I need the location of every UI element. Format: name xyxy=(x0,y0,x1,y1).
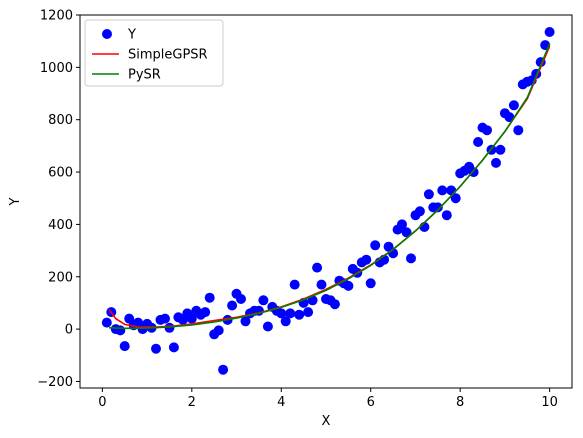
plot-area xyxy=(101,27,555,375)
data-point-y-39 xyxy=(276,308,287,319)
y-tick-label: 200 xyxy=(48,270,73,285)
data-point-y-23 xyxy=(204,292,215,303)
legend-label-pysr: PySR xyxy=(128,68,161,83)
x-tick-label: 6 xyxy=(367,395,375,410)
x-tick-label: 4 xyxy=(277,395,285,410)
data-point-y-87 xyxy=(491,157,501,168)
data-point-y-31 xyxy=(240,316,251,327)
data-point-y-40 xyxy=(280,316,291,327)
data-point-y-68 xyxy=(406,253,416,264)
data-point-y-92 xyxy=(513,125,524,136)
data-point-y-51 xyxy=(329,299,340,310)
data-point-y-85 xyxy=(482,125,492,136)
data-point-y-42 xyxy=(289,279,300,290)
data-point-y-25 xyxy=(213,325,224,336)
data-point-y-70 xyxy=(414,206,425,217)
data-point-y-35 xyxy=(258,295,269,306)
data-point-y-26 xyxy=(218,364,229,375)
y-tick-label: 1000 xyxy=(40,61,73,76)
data-point-y-47 xyxy=(312,262,323,273)
data-point-y-58 xyxy=(361,254,372,265)
series-line-simplegpsr xyxy=(108,46,551,328)
y-tick-label: 800 xyxy=(48,113,73,128)
data-point-y-54 xyxy=(343,280,354,291)
data-point-y-66 xyxy=(397,219,407,230)
x-axis-label: X xyxy=(322,414,331,429)
data-point-y-99 xyxy=(544,27,555,37)
x-tick-label: 0 xyxy=(98,395,106,410)
data-point-y-22 xyxy=(200,307,211,318)
data-point-y-0 xyxy=(101,317,112,328)
data-point-y-36 xyxy=(262,321,273,332)
y-tick-label: 600 xyxy=(48,166,73,181)
data-point-y-78 xyxy=(450,193,461,204)
y-tick-label: 400 xyxy=(48,218,73,233)
y-tick-label: −200 xyxy=(37,375,73,390)
data-point-y-76 xyxy=(441,210,452,221)
x-axis: 0 2 4 6 8 10 xyxy=(98,388,558,410)
legend-label-y: Y xyxy=(127,28,136,43)
data-point-y-4 xyxy=(119,341,130,352)
y-axis: −200 0 200 400 600 800 1000 1200 xyxy=(37,9,80,390)
data-point-y-11 xyxy=(151,343,161,354)
legend-box xyxy=(84,19,224,87)
series-line-pysr xyxy=(109,43,551,330)
data-point-y-19 xyxy=(186,313,197,324)
data-point-y-3 xyxy=(115,325,126,336)
y-axis-label: Y xyxy=(8,197,23,206)
legend-marker-y xyxy=(102,29,112,39)
x-tick-label: 10 xyxy=(541,395,558,410)
data-point-y-45 xyxy=(303,307,314,318)
data-point-y-91 xyxy=(508,100,519,111)
y-tick-label: 0 xyxy=(65,323,73,338)
data-point-y-72 xyxy=(423,189,434,200)
x-tick-label: 2 xyxy=(188,395,196,410)
data-point-y-75 xyxy=(437,185,448,196)
data-point-y-43 xyxy=(294,309,305,320)
data-point-y-30 xyxy=(236,294,246,304)
legend-label-simplegpsr: SimpleGPSR xyxy=(128,48,208,63)
data-point-y-83 xyxy=(473,137,484,147)
data-point-y-88 xyxy=(495,144,506,155)
data-point-y-15 xyxy=(168,342,179,353)
data-point-y-74 xyxy=(432,202,443,213)
x-tick-label: 8 xyxy=(456,395,464,410)
data-point-y-48 xyxy=(316,279,327,290)
y-tick-label: 1200 xyxy=(40,9,73,24)
data-point-y-41 xyxy=(285,308,296,319)
legend: Y SimpleGPSR PySR xyxy=(84,19,224,87)
data-point-y-59 xyxy=(365,278,376,289)
data-point-y-60 xyxy=(370,240,381,251)
data-point-y-28 xyxy=(227,300,238,311)
plot-frame xyxy=(79,14,573,389)
data-point-y-13 xyxy=(160,313,170,324)
data-point-y-67 xyxy=(401,227,412,238)
